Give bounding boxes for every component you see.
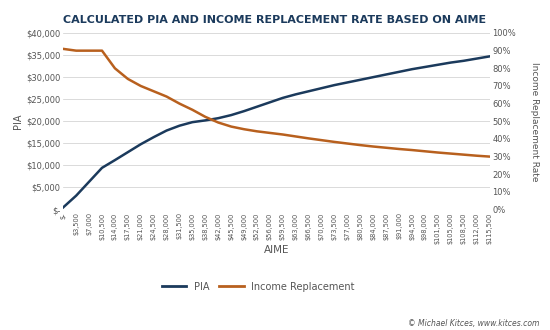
PIA xyxy=(460,59,467,63)
PIA xyxy=(331,83,338,87)
Income Replacement xyxy=(486,154,493,158)
Income Replacement xyxy=(163,95,170,99)
Income Replacement xyxy=(176,102,183,106)
Income Replacement xyxy=(215,120,222,124)
Income Replacement xyxy=(86,49,92,52)
PIA xyxy=(422,65,428,69)
Income Replacement xyxy=(189,108,196,112)
Income Replacement xyxy=(331,140,338,144)
Income Replacement xyxy=(474,154,480,158)
PIA xyxy=(189,120,196,124)
PIA xyxy=(112,158,118,162)
PIA xyxy=(383,73,389,77)
Income Replacement xyxy=(370,145,377,148)
Income Replacement xyxy=(112,66,118,70)
Income Replacement xyxy=(60,47,67,51)
PIA xyxy=(357,78,364,82)
PIA xyxy=(163,129,170,133)
Income Replacement xyxy=(202,115,208,119)
PIA xyxy=(396,70,403,74)
PIA xyxy=(86,180,92,184)
X-axis label: AIME: AIME xyxy=(263,245,289,255)
Income Replacement xyxy=(318,138,325,142)
Legend: PIA, Income Replacement: PIA, Income Replacement xyxy=(158,278,359,295)
Text: CALCULATED PIA AND INCOME REPLACEMENT RATE BASED ON AIME: CALCULATED PIA AND INCOME REPLACEMENT RA… xyxy=(63,15,487,25)
PIA xyxy=(318,86,325,90)
Income Replacement xyxy=(73,49,79,52)
Y-axis label: Income Replacement Rate: Income Replacement Rate xyxy=(530,61,539,181)
PIA xyxy=(138,142,144,146)
PIA xyxy=(215,116,222,120)
Income Replacement xyxy=(254,129,260,133)
Income Replacement xyxy=(422,149,428,153)
PIA xyxy=(344,81,351,84)
PIA xyxy=(228,113,234,117)
PIA xyxy=(73,194,79,198)
PIA xyxy=(279,96,286,100)
Income Replacement xyxy=(305,136,312,140)
Income Replacement xyxy=(396,147,403,151)
PIA xyxy=(202,118,208,122)
Income Replacement xyxy=(409,148,415,152)
Income Replacement xyxy=(267,131,273,135)
Income Replacement xyxy=(228,125,234,129)
PIA xyxy=(176,124,183,128)
Income Replacement xyxy=(460,153,467,157)
PIA xyxy=(434,63,441,67)
PIA xyxy=(60,205,67,209)
Income Replacement xyxy=(383,146,389,150)
PIA xyxy=(267,100,273,104)
PIA xyxy=(448,61,454,65)
PIA xyxy=(474,57,480,61)
Income Replacement xyxy=(279,133,286,137)
PIA xyxy=(409,67,415,71)
Income Replacement xyxy=(150,89,157,93)
PIA xyxy=(293,92,299,96)
Income Replacement xyxy=(241,127,248,131)
PIA xyxy=(486,54,493,58)
PIA xyxy=(150,135,157,139)
Income Replacement xyxy=(434,150,441,154)
Line: PIA: PIA xyxy=(63,56,490,207)
Y-axis label: PIA: PIA xyxy=(13,114,23,129)
PIA xyxy=(124,150,131,154)
Income Replacement xyxy=(344,142,351,146)
Income Replacement xyxy=(448,151,454,155)
PIA xyxy=(370,75,377,79)
Income Replacement xyxy=(124,77,131,81)
PIA xyxy=(254,105,260,109)
PIA xyxy=(305,89,312,93)
PIA xyxy=(98,166,105,170)
Line: Income Replacement: Income Replacement xyxy=(63,49,490,156)
Income Replacement xyxy=(138,84,144,88)
Income Replacement xyxy=(293,135,299,139)
Text: © Michael Kitces, www.kitces.com: © Michael Kitces, www.kitces.com xyxy=(408,319,539,328)
Income Replacement xyxy=(357,143,364,147)
PIA xyxy=(241,109,248,113)
Income Replacement xyxy=(98,49,105,52)
